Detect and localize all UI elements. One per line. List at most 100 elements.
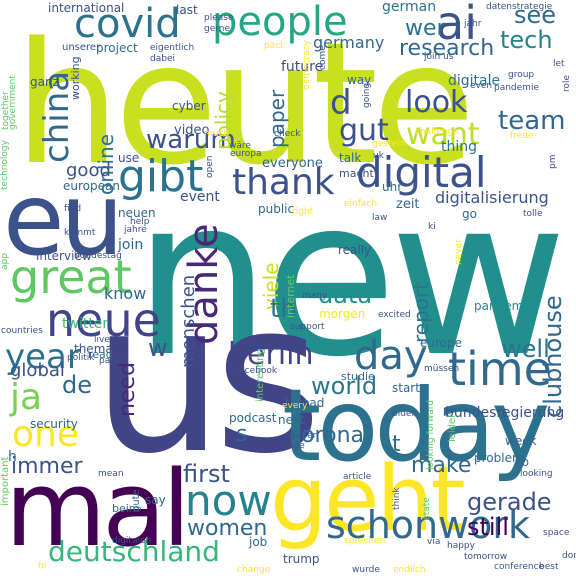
word-say: say bbox=[145, 493, 166, 507]
word-paper: paper bbox=[265, 89, 289, 148]
word-ab: ab bbox=[514, 455, 529, 469]
word-team: team bbox=[498, 106, 566, 136]
word-happy: happy bbox=[447, 541, 475, 551]
word-really: really bbox=[338, 243, 372, 257]
word-app: app bbox=[0, 253, 10, 270]
word-schonwork: schonwork bbox=[326, 503, 531, 547]
word-heute: heute bbox=[14, 6, 476, 202]
word-warum: warum bbox=[146, 125, 236, 155]
word-neue: neue bbox=[46, 293, 161, 347]
word-neuen: neuen bbox=[118, 206, 156, 220]
word-europe: europe bbox=[420, 336, 462, 350]
word-jahr: jahr bbox=[464, 19, 482, 29]
word-gestern: gestern bbox=[372, 139, 407, 149]
word-uhr: uhr bbox=[382, 180, 403, 194]
word-freue: freue bbox=[510, 131, 534, 141]
word-digitale: digitale bbox=[448, 73, 501, 89]
word-international: international bbox=[48, 1, 125, 15]
word-tomorrow: tomorrow bbox=[464, 552, 508, 562]
word-great: great bbox=[10, 250, 132, 304]
word-much: much bbox=[204, 129, 230, 139]
word-w: w bbox=[148, 334, 168, 362]
word-h: h bbox=[8, 449, 17, 465]
word-new: new bbox=[133, 152, 568, 405]
word-find: find bbox=[64, 204, 82, 214]
word-sprechen: sprechen bbox=[344, 536, 386, 546]
word-corona: corona bbox=[289, 423, 365, 448]
word-way: way bbox=[347, 73, 372, 87]
word-digitalen: digitalen bbox=[112, 536, 152, 546]
word-macht: macht bbox=[339, 167, 374, 180]
word-mussen: müssen bbox=[424, 364, 460, 374]
word-gerade: gerade bbox=[467, 488, 552, 516]
word-group: group bbox=[508, 70, 535, 80]
word-wer: wer bbox=[405, 16, 446, 41]
word-datenstrategie: datenstrategie bbox=[486, 2, 553, 12]
word-need: need bbox=[115, 362, 140, 417]
word-politik: politik bbox=[67, 353, 95, 363]
word-video: video bbox=[174, 123, 210, 138]
word-technology: technology bbox=[0, 140, 10, 190]
word-internet: internet bbox=[284, 274, 297, 319]
word-beim: beim bbox=[112, 502, 140, 515]
word-hi: hi bbox=[38, 561, 47, 571]
word-read: read bbox=[88, 348, 113, 361]
word-don: don bbox=[562, 551, 576, 561]
word-kommt: kommt bbox=[64, 228, 96, 238]
word-geht: geht bbox=[270, 447, 466, 552]
word-please: please bbox=[204, 13, 234, 23]
word-democracy: democracy bbox=[302, 40, 312, 90]
word-pact: pact bbox=[264, 41, 284, 51]
word-excited: excited bbox=[378, 310, 411, 320]
word-twitter: twitter bbox=[62, 316, 109, 332]
word-future: future bbox=[281, 59, 324, 75]
word-make: make bbox=[411, 453, 472, 478]
word-countries: countries bbox=[1, 326, 43, 336]
word-looking-forward: looking forward bbox=[426, 399, 436, 470]
word-eigentlich: eigentlich bbox=[150, 43, 195, 53]
word-european: european bbox=[63, 179, 120, 193]
word-ja: ja bbox=[10, 377, 43, 418]
word-conference: conference bbox=[494, 562, 545, 572]
word-deutschland: deutschland bbox=[48, 535, 220, 568]
word-security: security bbox=[30, 417, 78, 431]
word-many: many bbox=[302, 291, 328, 301]
word-tech: tech bbox=[500, 26, 553, 54]
word-law: law bbox=[372, 213, 388, 223]
word-one: one bbox=[12, 414, 79, 455]
word-cyber: cyber bbox=[172, 99, 206, 113]
word-bundestag: bundestag bbox=[74, 251, 122, 261]
word-support: support bbox=[290, 322, 325, 332]
word-berlin: berlin bbox=[228, 337, 314, 372]
word-see: see bbox=[514, 1, 557, 29]
word-world: world bbox=[311, 372, 378, 400]
word-live: live bbox=[94, 335, 110, 345]
word-event: event bbox=[180, 189, 220, 205]
word-everyone: everyone bbox=[262, 156, 323, 171]
word-de: de bbox=[62, 371, 92, 399]
word-gibt: gibt bbox=[118, 151, 204, 202]
word-going: going bbox=[362, 82, 372, 108]
word-well: well bbox=[502, 335, 550, 363]
word-unserer: unserer bbox=[62, 42, 101, 53]
word-digital: digital bbox=[356, 148, 487, 197]
word-know: know bbox=[104, 284, 147, 303]
word-wurde: wurde bbox=[352, 565, 380, 575]
word-uk: uk bbox=[373, 151, 384, 161]
word-go: go bbox=[462, 207, 477, 221]
word-women: women bbox=[187, 516, 268, 541]
word-let: let bbox=[553, 59, 565, 69]
word-space: space bbox=[543, 528, 570, 538]
word-think: think bbox=[392, 487, 402, 510]
word-via: via bbox=[427, 537, 441, 547]
word-panel: panel bbox=[99, 356, 124, 366]
word-change: change bbox=[237, 565, 271, 575]
word-open: open bbox=[205, 155, 215, 178]
word-us: us bbox=[92, 258, 322, 500]
word-project: project bbox=[96, 41, 138, 55]
word-ganz: ganz bbox=[30, 75, 59, 89]
word-thank: thank bbox=[232, 162, 335, 203]
word-pandemic: pandemic bbox=[474, 299, 534, 313]
word-german: german bbox=[382, 0, 437, 15]
